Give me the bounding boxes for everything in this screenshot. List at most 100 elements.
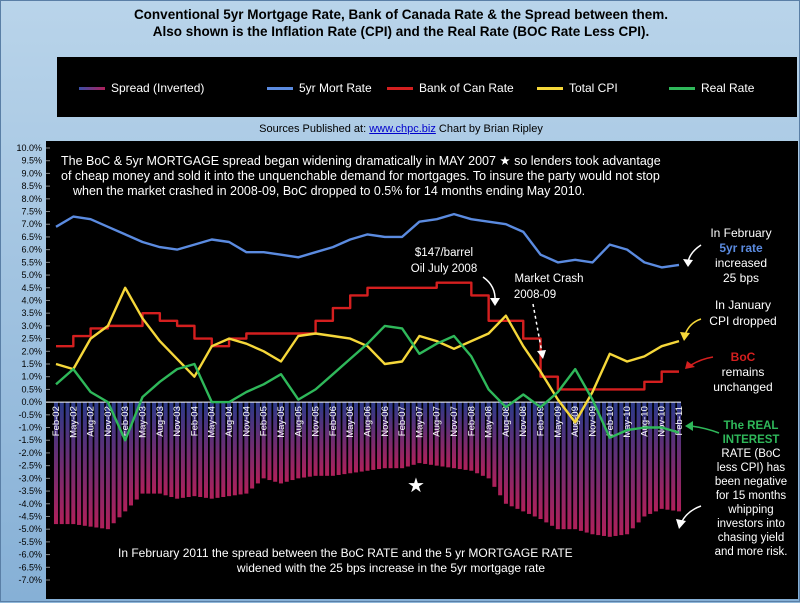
- right-note-real-2: INTEREST: [723, 434, 780, 446]
- spread-bar: [648, 402, 653, 514]
- sources-line: Sources Published at: www.chpc.biz Chart…: [1, 123, 800, 135]
- spread-bar: [498, 402, 503, 496]
- spread-bar: [625, 402, 630, 535]
- x-tick-label: May-10: [622, 406, 633, 438]
- spread-bar: [578, 402, 583, 531]
- y-tick-label: 4.0%: [21, 295, 42, 305]
- spread-bar: [503, 402, 508, 504]
- right-note-boc-3: unchanged: [713, 380, 772, 394]
- spread-bar: [82, 402, 87, 526]
- spread-bar: [267, 402, 272, 481]
- spread-bar: [411, 402, 416, 465]
- y-tick-label: -1.5%: [18, 435, 42, 445]
- x-tick-label: May-02: [68, 406, 79, 438]
- spread-bar: [117, 402, 122, 518]
- x-tick-label: Feb-07: [397, 406, 408, 436]
- spread-bar: [134, 402, 139, 500]
- spread-bar: [607, 402, 612, 537]
- spread-bar: [463, 402, 468, 470]
- x-tick-label: May-06: [345, 406, 356, 438]
- y-tick-label: 7.0%: [21, 219, 42, 229]
- spread-bar: [353, 402, 358, 473]
- y-tick-label: 2.5%: [21, 334, 42, 344]
- spread-bar: [169, 402, 174, 497]
- spread-bar: [653, 402, 658, 512]
- right-note-real-8: investors into: [717, 518, 785, 530]
- spread-bar: [221, 402, 226, 497]
- spread-bar: [446, 402, 451, 468]
- crash-annotation-1: Market Crash: [514, 273, 583, 285]
- spread-bar: [146, 402, 151, 494]
- spread-bar: [330, 402, 335, 476]
- bottom-annotation-line-1: In February 2011 the spread between the …: [118, 546, 573, 560]
- right-note-real-7: whipping: [727, 504, 773, 516]
- y-tick-label: -4.0%: [18, 499, 42, 509]
- spread-bar: [521, 402, 526, 512]
- right-note-mortgage-2: 5yr rate: [719, 241, 763, 255]
- x-tick-label: Feb-02: [51, 406, 62, 436]
- y-tick-label: 8.5%: [21, 181, 42, 191]
- y-tick-label: -2.0%: [18, 448, 42, 458]
- spread-bar: [388, 402, 393, 469]
- x-tick-label: Aug-02: [86, 406, 97, 437]
- x-tick-label: Feb-03: [120, 406, 131, 436]
- y-tick-label: 7.5%: [21, 207, 42, 217]
- spread-bar: [302, 402, 307, 478]
- spread-bar: [538, 402, 543, 520]
- spread-bar: [613, 402, 618, 536]
- mortgage-line: [55, 212, 680, 269]
- spread-bar: [71, 402, 76, 525]
- x-tick-label: Aug-05: [293, 406, 304, 437]
- legend-label-cpi: Total CPI: [569, 81, 618, 95]
- plot-area: [46, 141, 798, 599]
- x-tick-label: May-04: [207, 406, 218, 438]
- y-tick-label: 6.0%: [21, 245, 42, 255]
- y-tick-label: 4.5%: [21, 283, 42, 293]
- spread-bar: [192, 402, 197, 497]
- x-tick-label: Nov-09: [587, 406, 598, 437]
- spread-bar: [244, 402, 249, 494]
- spread-bar: [452, 402, 457, 469]
- right-note-real-10: and more risk.: [715, 546, 788, 558]
- spread-bar: [94, 402, 99, 528]
- spread-bar: [53, 402, 59, 525]
- x-tick-label: Feb-10: [605, 406, 616, 436]
- spread-bar: [365, 402, 370, 471]
- y-tick-label: -6.0%: [18, 550, 42, 560]
- right-boc-arrow: [690, 356, 714, 366]
- y-tick-label: -2.5%: [18, 461, 42, 471]
- spread-bar: [561, 402, 566, 530]
- y-tick-label: -7.0%: [18, 575, 42, 585]
- x-tick-label: Aug-07: [432, 406, 443, 437]
- sources-suffix: Chart by Brian Ripley: [438, 123, 543, 135]
- spread-bar: [88, 402, 93, 527]
- spread-arrow-head: [676, 519, 686, 529]
- spread-bar: [227, 402, 232, 497]
- x-tick-label: Aug-03: [155, 406, 166, 437]
- spread-bar: [238, 402, 243, 495]
- x-tick-label: Feb-11: [674, 406, 685, 435]
- spread-bar: [261, 402, 266, 479]
- spread-bar: [278, 402, 283, 484]
- crash-arrow-head: [537, 350, 546, 359]
- spread-bar: [59, 402, 64, 525]
- right-note-cpi: In January CPI dropped: [709, 298, 776, 328]
- spread-bar: [215, 402, 220, 498]
- spread-bar: [342, 402, 347, 475]
- y-tick-label: 1.0%: [21, 372, 42, 382]
- y-tick-label: 5.5%: [21, 257, 42, 267]
- sources-link[interactable]: www.chpc.biz: [369, 123, 436, 135]
- right-note-boc-2: remains: [722, 365, 765, 379]
- spread-bar: [584, 402, 589, 533]
- spread-bar: [163, 402, 168, 496]
- spread-bar: [509, 402, 514, 507]
- y-tick-label: -5.5%: [18, 537, 42, 547]
- spread-bar: [105, 402, 110, 530]
- spread-bar: [434, 402, 439, 466]
- spread-bar: [307, 402, 312, 477]
- spread-bar: [290, 402, 295, 481]
- crash-annotation-2: 2008-09: [514, 289, 556, 301]
- spread-bar: [175, 402, 180, 499]
- spread-bar: [405, 402, 410, 467]
